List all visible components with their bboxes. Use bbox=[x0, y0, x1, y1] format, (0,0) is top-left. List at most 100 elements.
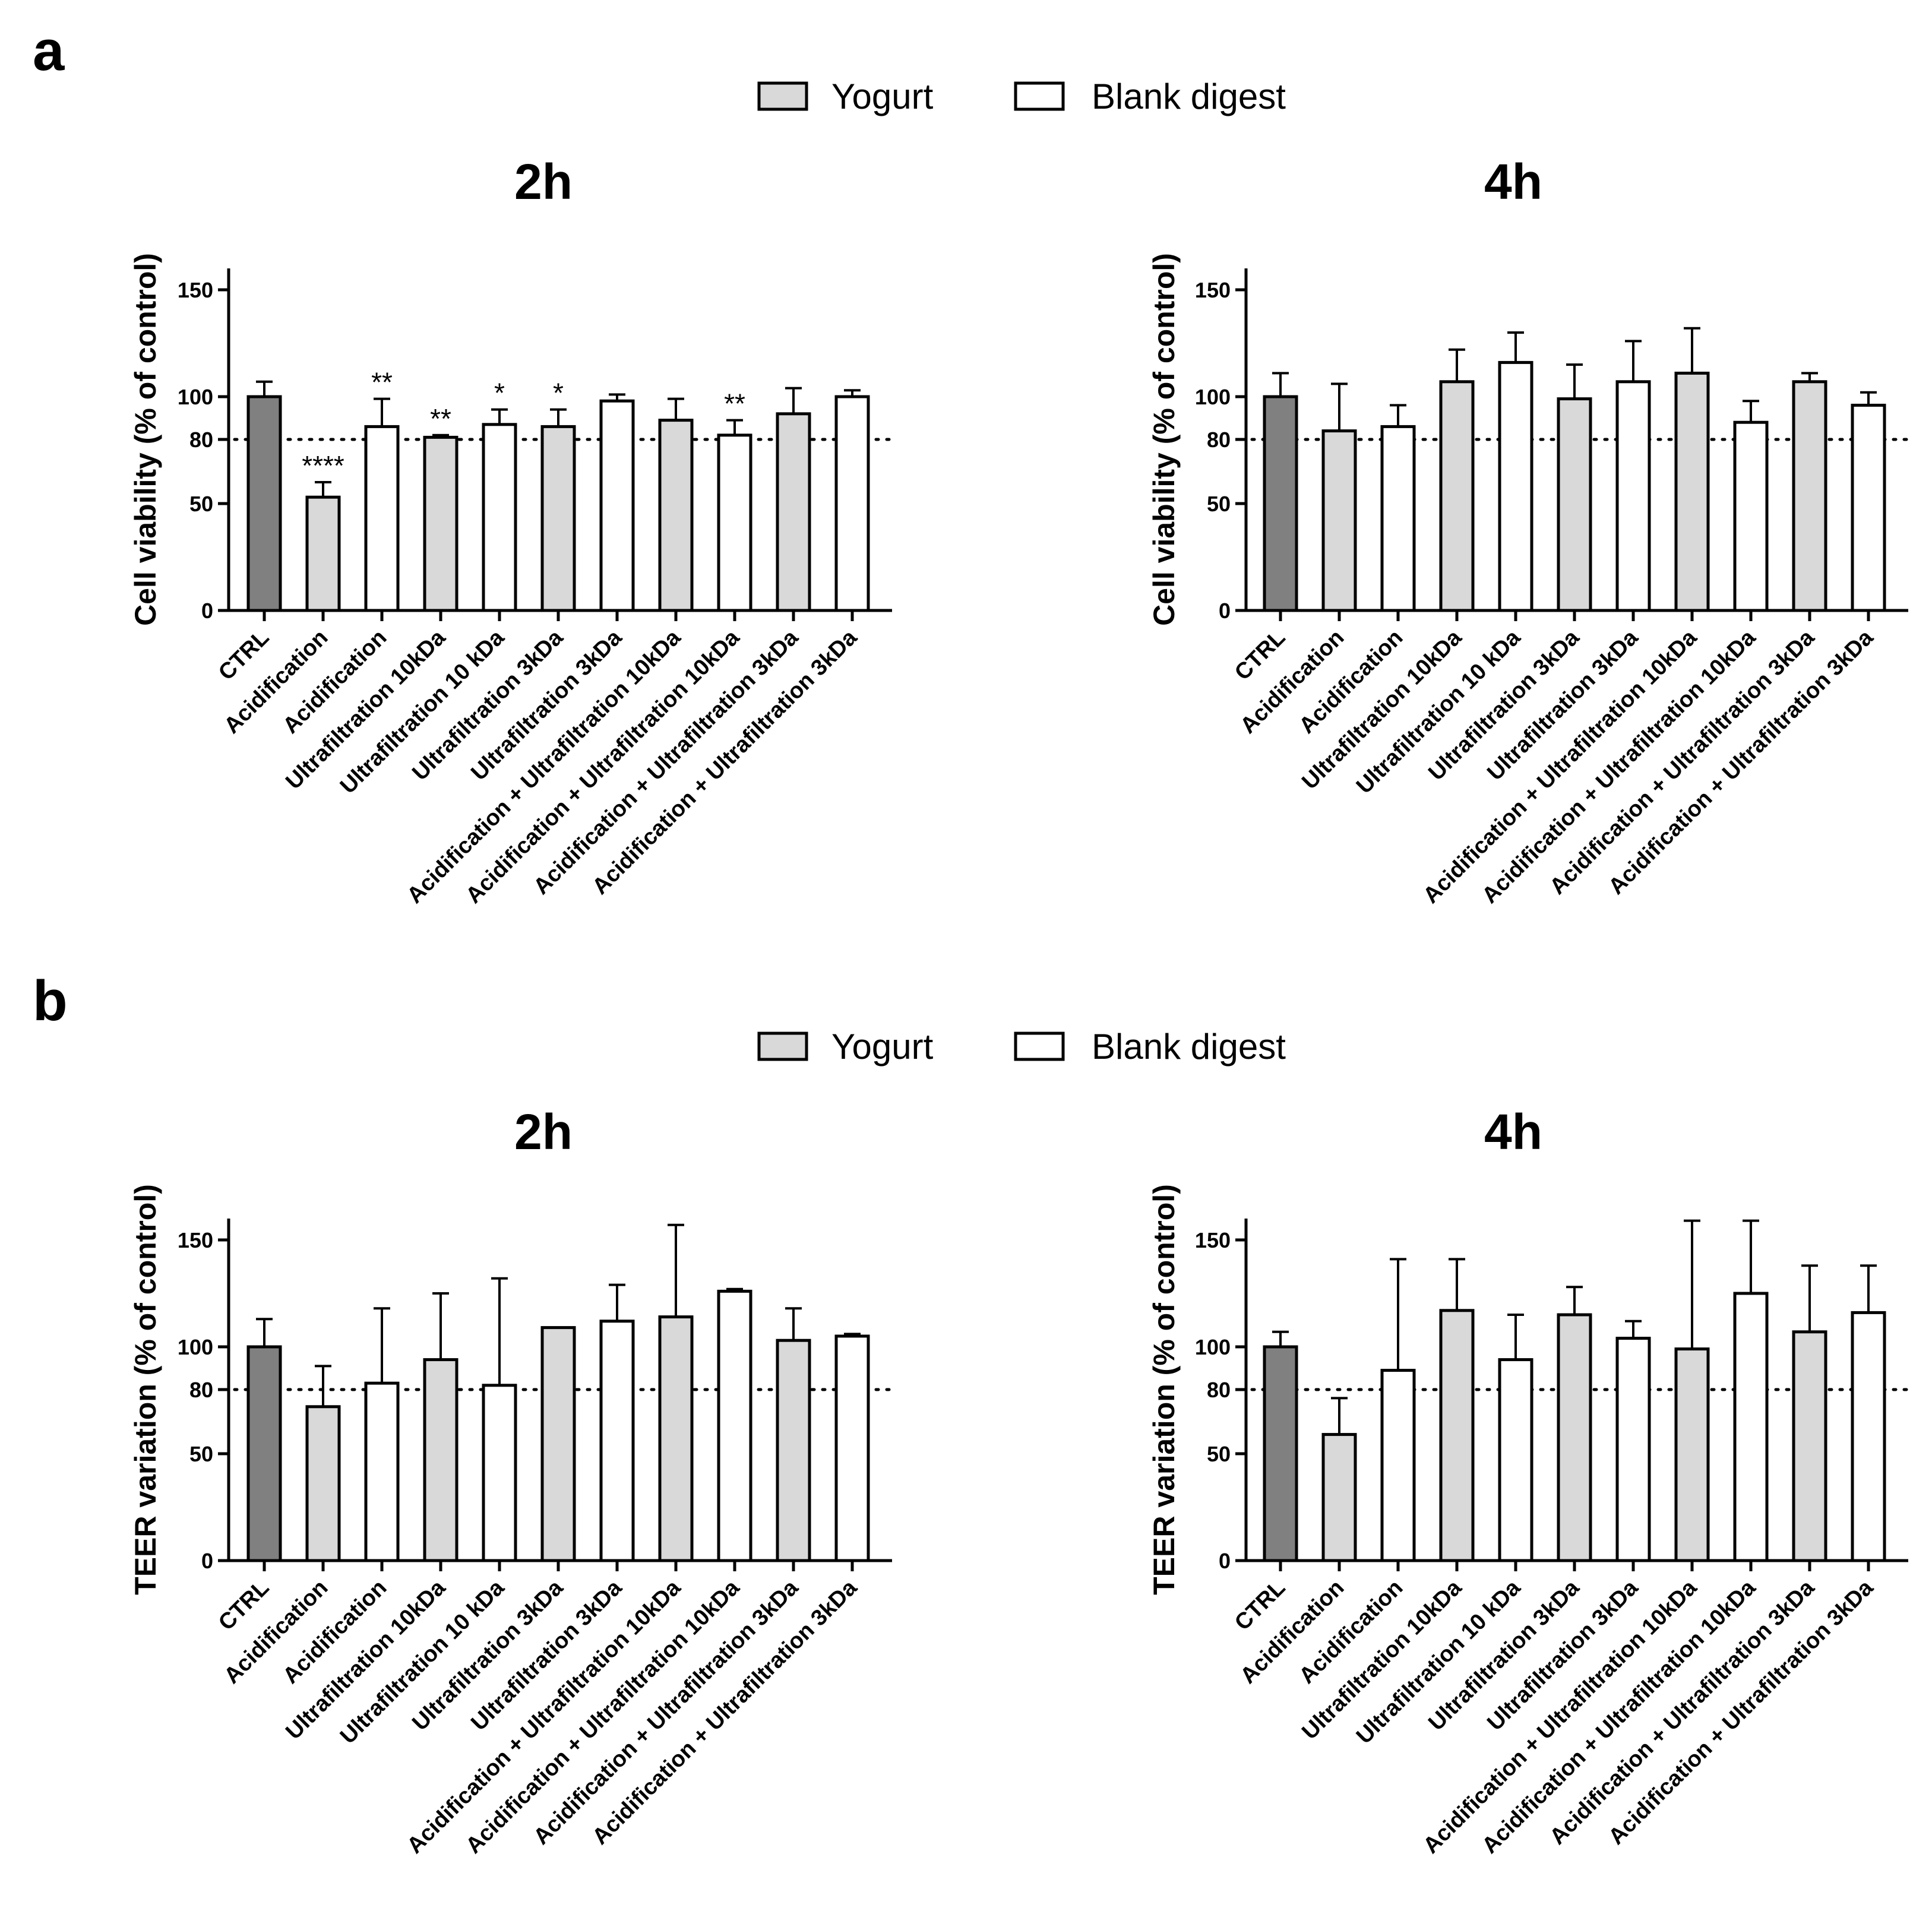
bar-blank bbox=[1733, 420, 1769, 612]
chart-b-4h: 4h TEER variation (% of control) 0 50 80 100 1… bbox=[1147, 1104, 1914, 1859]
y-tick-label: 0 bbox=[1219, 599, 1231, 623]
bar-yogurt bbox=[1674, 1347, 1710, 1562]
bar-blank bbox=[364, 1381, 400, 1562]
bar-yogurt bbox=[540, 425, 576, 612]
bar-yogurt bbox=[1557, 397, 1592, 612]
bar-blank bbox=[834, 1334, 870, 1562]
y-tick-label: 80 bbox=[1207, 1378, 1231, 1402]
bar-yogurt bbox=[423, 435, 459, 612]
y-tick-label: 150 bbox=[1195, 1228, 1231, 1252]
bar-blank bbox=[1380, 1369, 1416, 1562]
chart-title: 2h bbox=[514, 154, 573, 210]
y-tick-label: 80 bbox=[189, 1378, 213, 1402]
bar-blank bbox=[364, 425, 400, 612]
chart-b-2h: 2h TEER variation (% of control) 0 50 80 100 1… bbox=[129, 1104, 893, 1859]
bar-yogurt bbox=[305, 495, 341, 612]
significance-label: ** bbox=[724, 388, 745, 419]
y-tick-label: 150 bbox=[1195, 278, 1231, 302]
bar-yogurt bbox=[1792, 380, 1827, 612]
category-label: Acidification bbox=[278, 1575, 391, 1689]
y-axis-label: Cell viability (% of control) bbox=[129, 253, 162, 626]
bar-blank bbox=[1615, 1337, 1651, 1562]
bar-yogurt bbox=[1439, 1309, 1475, 1562]
category-label: Acidification bbox=[1294, 1575, 1408, 1689]
significance-label: * bbox=[494, 378, 505, 409]
bar-blank bbox=[1733, 1292, 1769, 1562]
bar-blank bbox=[1851, 403, 1886, 612]
panel-letter-b: b bbox=[33, 969, 68, 1033]
bar-yogurt bbox=[1792, 1330, 1827, 1562]
bar-control bbox=[246, 395, 282, 612]
category-label: Acidification bbox=[1235, 1575, 1349, 1689]
bar-blank bbox=[834, 395, 870, 612]
y-tick-label: 50 bbox=[189, 1442, 213, 1466]
bar-yogurt bbox=[776, 412, 811, 612]
legend-swatch-blank bbox=[1014, 1031, 1065, 1061]
y-tick-label: 100 bbox=[178, 385, 213, 409]
y-tick-label: 100 bbox=[1195, 385, 1231, 409]
significance-label: **** bbox=[302, 450, 344, 481]
bar-yogurt bbox=[776, 1339, 811, 1562]
chart-title: 4h bbox=[1484, 1104, 1542, 1160]
bar-blank bbox=[482, 423, 517, 612]
bar-yogurt bbox=[305, 1405, 341, 1562]
y-tick-label: 0 bbox=[201, 599, 213, 623]
bar-control bbox=[246, 1345, 282, 1562]
bar-blank bbox=[717, 1289, 752, 1562]
legend-a: Yogurt Blank digest bbox=[757, 77, 1286, 116]
bar-yogurt bbox=[1557, 1313, 1592, 1562]
chart-title: 4h bbox=[1484, 154, 1542, 210]
legend-swatch-yogurt bbox=[757, 1031, 808, 1061]
bar-yogurt bbox=[1674, 371, 1710, 612]
y-axis-label: TEER variation (% of control) bbox=[129, 1184, 162, 1595]
y-tick-label: 0 bbox=[201, 1549, 213, 1573]
bar-yogurt bbox=[1321, 429, 1357, 612]
legend-label-yogurt: Yogurt bbox=[831, 77, 934, 116]
y-tick-label: 0 bbox=[1219, 1549, 1231, 1573]
bar-blank bbox=[717, 434, 752, 612]
y-axis-label: TEER variation (% of control) bbox=[1147, 1184, 1181, 1595]
category-label: Acidification bbox=[1235, 625, 1349, 739]
bar-control bbox=[1263, 395, 1298, 612]
legend-label-yogurt: Yogurt bbox=[831, 1027, 934, 1067]
y-tick-label: 100 bbox=[178, 1335, 213, 1359]
bar-yogurt bbox=[1439, 380, 1475, 612]
y-tick-label: 50 bbox=[1207, 1442, 1231, 1466]
bar-yogurt bbox=[1321, 1433, 1357, 1562]
bar-blank bbox=[1615, 380, 1651, 612]
bar-yogurt bbox=[423, 1358, 459, 1562]
bar-blank bbox=[599, 1320, 635, 1562]
legend-swatch-yogurt bbox=[757, 81, 808, 111]
significance-label: ** bbox=[430, 403, 451, 434]
bar-blank bbox=[482, 1384, 517, 1562]
chart-a-4h: 4h Cell viability (% of control) 0 50 80 100 1… bbox=[1147, 154, 1914, 909]
bar-yogurt bbox=[540, 1326, 576, 1562]
legend-b: Yogurt Blank digest bbox=[757, 1027, 1286, 1067]
bar-yogurt bbox=[658, 419, 694, 612]
chart-title: 2h bbox=[514, 1104, 573, 1160]
legend-label-blank: Blank digest bbox=[1092, 77, 1286, 116]
y-tick-label: 80 bbox=[189, 428, 213, 452]
y-tick-label: 100 bbox=[1195, 1335, 1231, 1359]
y-tick-label: 80 bbox=[1207, 428, 1231, 452]
panel-letter-a: a bbox=[33, 19, 65, 83]
bar-yogurt bbox=[658, 1315, 694, 1562]
category-label: Acidification bbox=[1294, 625, 1408, 739]
significance-label: * bbox=[553, 378, 564, 409]
category-label: Acidification bbox=[219, 625, 333, 739]
category-label: Acidification bbox=[219, 1575, 333, 1689]
bar-blank bbox=[1851, 1311, 1886, 1562]
y-axis-label: Cell viability (% of control) bbox=[1147, 253, 1181, 626]
y-tick-label: 150 bbox=[178, 278, 213, 302]
bar-blank bbox=[599, 399, 635, 612]
y-tick-label: 150 bbox=[178, 1228, 213, 1252]
bar-blank bbox=[1498, 360, 1533, 612]
legend-label-blank: Blank digest bbox=[1092, 1027, 1286, 1067]
legend-swatch-blank bbox=[1014, 81, 1065, 111]
bar-blank bbox=[1498, 1358, 1533, 1562]
y-tick-label: 50 bbox=[1207, 492, 1231, 516]
significance-label: ** bbox=[371, 367, 393, 398]
category-label: Acidification bbox=[278, 625, 391, 739]
